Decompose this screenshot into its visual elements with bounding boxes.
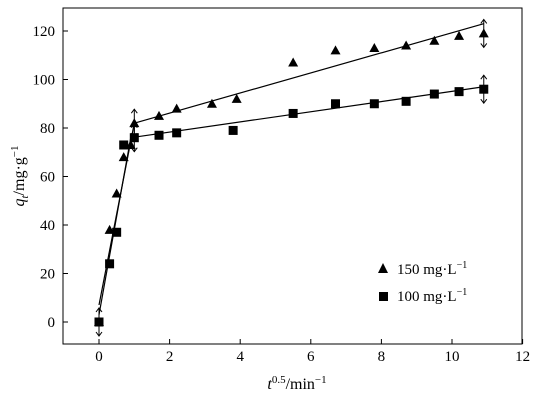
data-point-square: [105, 259, 115, 269]
data-point-square: [288, 108, 298, 118]
legend-label-150: 150 mg·L−1: [397, 260, 467, 278]
y-tick-label: 20: [40, 267, 55, 283]
data-point-triangle: [401, 40, 412, 50]
y-tick-label: 80: [40, 121, 55, 137]
legend: 150 mg·L−1 100 mg·L−1: [378, 260, 467, 305]
y-tick-label: 60: [40, 170, 55, 186]
data-point-square: [154, 130, 164, 140]
legend-label-100: 100 mg·L−1: [397, 287, 467, 305]
data-point-triangle: [171, 103, 182, 113]
data-point-square: [369, 99, 379, 109]
data-point-square: [119, 140, 129, 150]
error-bar-cap-top: [130, 108, 138, 114]
data-point-triangle: [369, 42, 380, 52]
x-axis-title-rest-sup: −1: [315, 374, 327, 386]
data-point-square: [401, 96, 411, 106]
x-tick-label: 2: [166, 349, 174, 365]
y-tick-label: 40: [40, 218, 55, 234]
data-point-triangle: [288, 57, 299, 67]
data-point-square: [429, 89, 439, 99]
data-point-triangle: [129, 118, 140, 128]
legend-label-100-text: 100 mg·L: [397, 289, 457, 305]
data-point-triangle: [429, 35, 440, 45]
y-axis-title-sub: t: [19, 195, 31, 199]
x-axis-title-sup: 0.5: [272, 374, 286, 386]
data-point-square: [454, 87, 464, 97]
data-point-square: [112, 227, 122, 237]
data-point-triangle: [231, 93, 242, 103]
x-tick-label: 10: [445, 349, 460, 365]
error-bar-cap-bottom: [480, 98, 488, 105]
data-point-square: [331, 99, 341, 109]
x-axis-title-rest: /min: [286, 376, 315, 393]
y-axis-title-rest: /mg·g: [11, 157, 28, 195]
data-point-square: [172, 128, 182, 138]
legend-triangle-marker: [378, 263, 388, 273]
data-point-triangle: [330, 45, 341, 55]
legend-label-150-sup: −1: [457, 260, 468, 271]
data-point-square: [479, 84, 489, 94]
fit-line-series-0: [134, 23, 484, 124]
data-point-square: [129, 133, 139, 143]
error-bar-cap-bottom: [130, 147, 138, 153]
y-tick-label: 120: [33, 24, 56, 40]
x-tick-label: 12: [515, 349, 530, 365]
x-tick-label: 8: [378, 349, 386, 365]
x-axis-title-main: t: [267, 376, 272, 393]
y-tick-label: 0: [48, 315, 56, 331]
error-bar-cap-bottom: [95, 331, 103, 337]
error-bar-cap-top: [95, 307, 103, 313]
data-point-triangle: [206, 98, 217, 108]
y-axis-title-main: q: [11, 199, 28, 207]
error-bar-cap-bottom: [480, 43, 488, 49]
x-axis-title: t0.5/min−1: [267, 374, 326, 393]
legend-label-100-sup: −1: [457, 287, 468, 298]
data-point-triangle: [154, 110, 165, 120]
data-point-triangle: [111, 188, 122, 198]
x-tick-label: 0: [95, 349, 103, 365]
legend-label-150-text: 150 mg·L: [397, 262, 457, 278]
fit-lines: [98, 23, 484, 315]
x-tick-label: 6: [307, 349, 315, 365]
error-bar-cap-top: [480, 18, 488, 24]
legend-square-marker: [379, 292, 388, 301]
fit-line-series-1: [130, 86, 484, 139]
markers: [94, 28, 489, 327]
error-bar-cap-top: [480, 74, 488, 80]
y-tick-label: 100: [33, 73, 56, 89]
data-point-triangle: [125, 139, 136, 149]
data-point-triangle: [454, 30, 465, 40]
data-point-triangle: [118, 152, 129, 162]
fit-line-series-1: [98, 137, 132, 315]
data-point-square: [94, 317, 104, 327]
y-axis-title: qt/mg·g−1: [9, 146, 31, 207]
data-point-triangle: [478, 28, 489, 38]
data-point-triangle: [104, 224, 115, 234]
x-tick-label: 4: [236, 349, 244, 365]
data-point-square: [228, 125, 238, 135]
y-axis-title-rest-sup: −1: [9, 146, 21, 158]
